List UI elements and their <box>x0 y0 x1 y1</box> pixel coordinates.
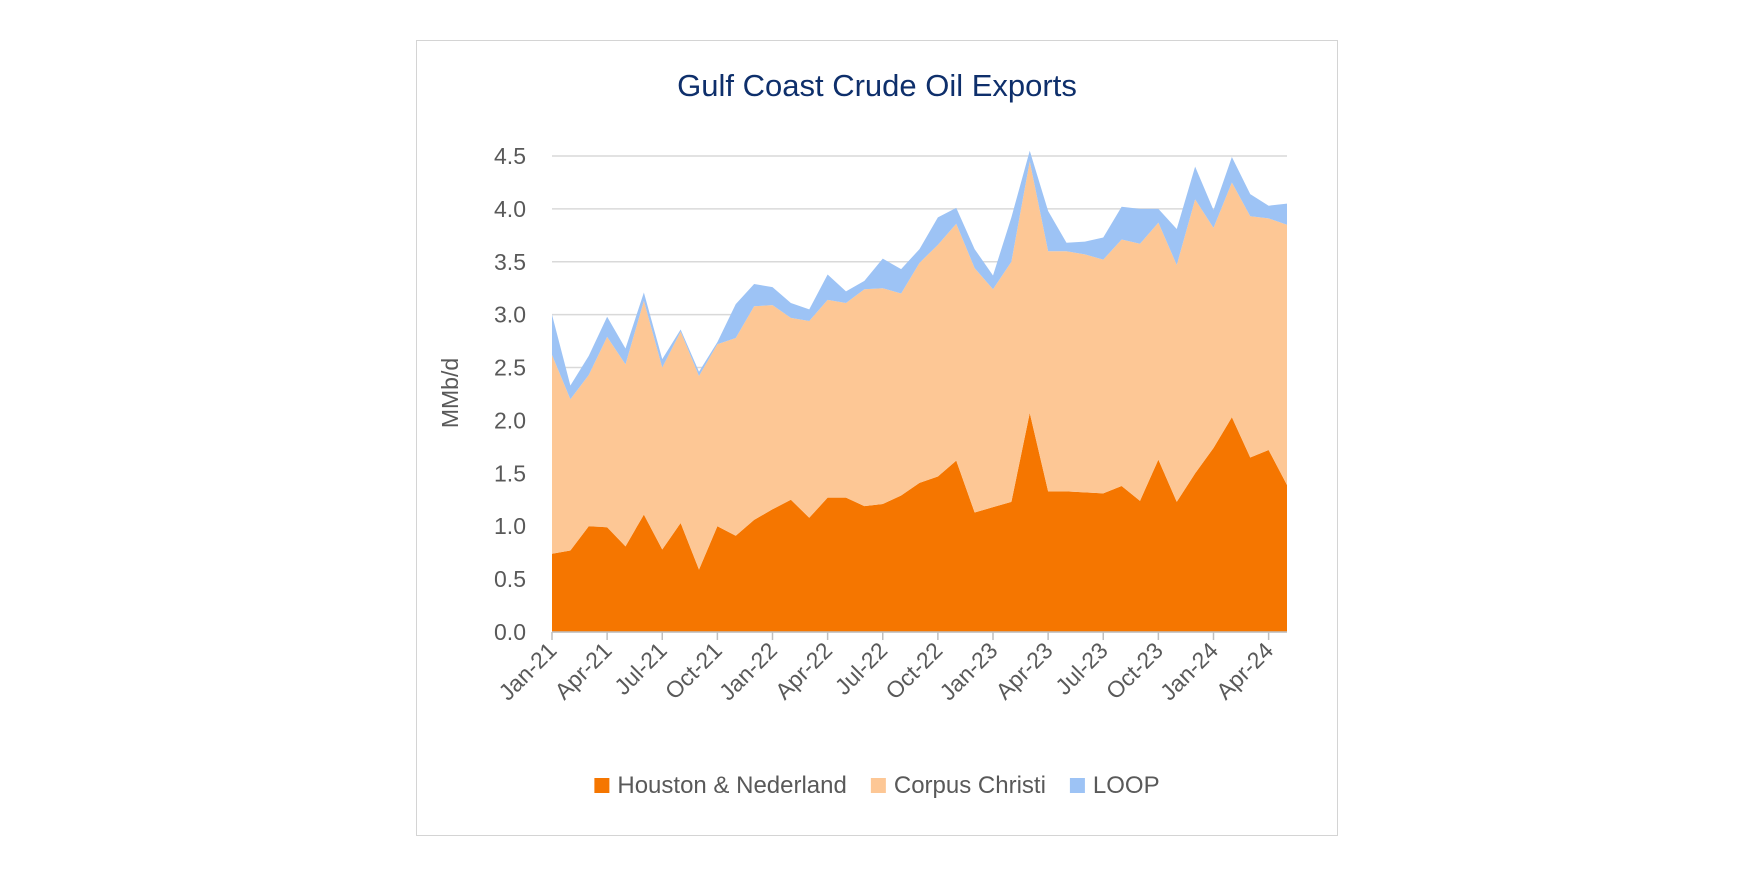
x-tick-label: Jan-21 <box>493 637 561 705</box>
x-tick-label: Oct-21 <box>660 637 727 704</box>
chart-title: Gulf Coast Crude Oil Exports <box>677 68 1077 103</box>
x-tick-label: Apr-22 <box>770 637 837 704</box>
y-tick-label: 0.5 <box>494 566 526 592</box>
x-tick-label: Apr-21 <box>549 637 616 704</box>
x-tick-label: Jul-21 <box>609 637 672 700</box>
y-tick-label: 4.0 <box>494 196 526 222</box>
legend-label-loop: LOOP <box>1093 772 1160 799</box>
x-tick-label: Jul-23 <box>1050 637 1113 700</box>
plot-area <box>552 150 1287 632</box>
y-axis-ticks: 0.0 0.5 1.0 1.5 2.0 2.5 3.0 3.5 4.0 4.5 <box>494 143 526 645</box>
legend-label-corpus-christi: Corpus Christi <box>894 772 1046 799</box>
y-tick-label: 2.0 <box>494 407 526 433</box>
legend: Houston & Nederland Corpus Christi LOOP <box>594 772 1160 799</box>
y-tick-label: 0.0 <box>494 619 526 645</box>
x-axis <box>551 631 1287 640</box>
legend-swatch-houston-nederland <box>594 778 610 793</box>
y-axis-title: MMb/d <box>437 358 463 428</box>
legend-label-houston-nederland: Houston & Nederland <box>617 772 846 799</box>
area-series-corpus-christi <box>552 161 1287 570</box>
x-tick-label: Jan-23 <box>934 637 1002 705</box>
area-series-houston-nederland <box>552 413 1287 632</box>
y-tick-label: 3.5 <box>494 249 526 275</box>
y-tick-label: 1.5 <box>494 460 526 486</box>
x-tick-label: Apr-24 <box>1211 637 1278 704</box>
x-tick-label: Oct-22 <box>880 637 947 704</box>
x-tick-label: Apr-23 <box>990 637 1057 704</box>
y-tick-label: 1.0 <box>494 513 526 539</box>
y-tick-label: 4.5 <box>494 143 526 169</box>
x-tick-label: Jan-24 <box>1155 637 1223 705</box>
y-tick-label: 3.0 <box>494 302 526 328</box>
legend-swatch-loop <box>1069 778 1085 793</box>
legend-swatch-corpus-christi <box>870 778 886 793</box>
x-tick-label: Jul-22 <box>830 637 893 700</box>
y-tick-label: 2.5 <box>494 355 526 381</box>
x-axis-ticks: Jan-21Apr-21Jul-21Oct-21Jan-22Apr-22Jul-… <box>493 637 1278 705</box>
area-series-loop <box>552 150 1287 400</box>
x-tick-label: Jan-22 <box>714 637 782 705</box>
x-tick-label: Oct-23 <box>1101 637 1168 704</box>
